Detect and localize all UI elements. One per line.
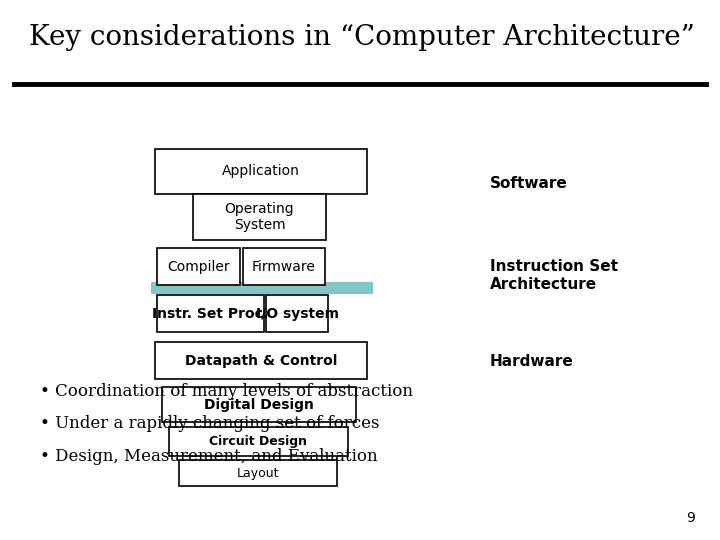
Text: Application: Application <box>222 165 300 178</box>
Text: Layout: Layout <box>236 467 279 480</box>
Bar <box>155 148 367 194</box>
Bar <box>169 427 348 456</box>
Text: 9: 9 <box>686 511 695 525</box>
Text: Operating
System: Operating System <box>225 202 294 232</box>
Bar <box>162 387 356 422</box>
Bar <box>243 248 325 285</box>
Bar <box>157 248 240 285</box>
Text: Software: Software <box>490 176 567 191</box>
Text: Circuit Design: Circuit Design <box>210 435 307 448</box>
Text: Compiler: Compiler <box>167 260 230 274</box>
Text: Hardware: Hardware <box>490 354 573 369</box>
Text: Datapath & Control: Datapath & Control <box>185 354 337 368</box>
Text: Firmware: Firmware <box>252 260 316 274</box>
Text: • Design, Measurement, and Evaluation: • Design, Measurement, and Evaluation <box>40 448 377 465</box>
Bar <box>266 295 328 332</box>
Bar <box>151 282 373 294</box>
Bar <box>157 295 264 332</box>
Text: Instruction Set
Architecture: Instruction Set Architecture <box>490 259 618 292</box>
Bar <box>193 194 326 240</box>
Bar <box>179 460 337 486</box>
Text: • Coordination of many levels of abstraction: • Coordination of many levels of abstrac… <box>40 383 413 400</box>
Text: I/O system: I/O system <box>256 307 338 321</box>
Text: Digital Design: Digital Design <box>204 398 314 411</box>
Text: Key considerations in “Computer Architecture”: Key considerations in “Computer Architec… <box>29 24 695 51</box>
Bar <box>155 342 367 379</box>
Text: Instr. Set Proc.: Instr. Set Proc. <box>152 307 269 321</box>
Text: • Under a rapidly changing set of forces: • Under a rapidly changing set of forces <box>40 415 379 433</box>
